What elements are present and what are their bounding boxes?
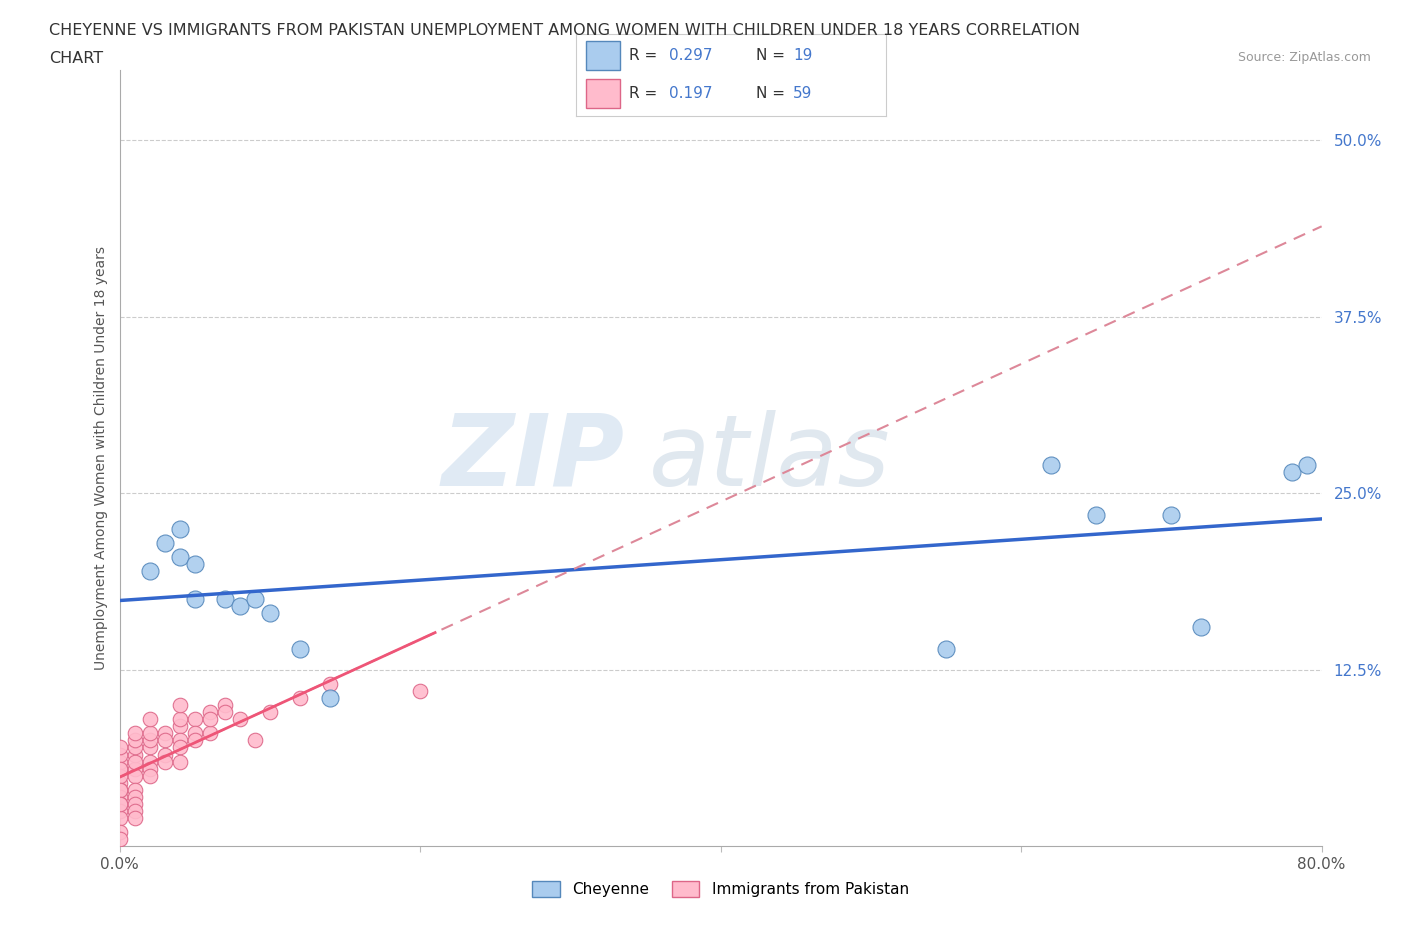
Point xyxy=(108,782,131,797)
Point xyxy=(138,768,160,783)
Point xyxy=(153,536,176,551)
Point xyxy=(138,740,160,755)
Point xyxy=(124,740,146,755)
Point xyxy=(243,733,266,748)
Point xyxy=(319,676,342,691)
Point xyxy=(108,754,131,769)
Point xyxy=(124,796,146,811)
Point xyxy=(108,761,131,776)
Point xyxy=(409,684,432,698)
Text: R =: R = xyxy=(628,86,662,100)
Point xyxy=(183,556,205,571)
Text: CHART: CHART xyxy=(49,51,103,66)
Point xyxy=(214,591,236,606)
Point xyxy=(108,804,131,818)
Point xyxy=(169,521,191,536)
Text: 0.197: 0.197 xyxy=(669,86,713,100)
Point xyxy=(228,711,252,726)
Point xyxy=(288,691,311,706)
Point xyxy=(183,711,205,726)
Point xyxy=(169,733,191,748)
Point xyxy=(138,711,160,726)
Point xyxy=(124,768,146,783)
Point xyxy=(138,754,160,769)
Point xyxy=(108,796,131,811)
Point xyxy=(183,591,205,606)
Text: ZIP: ZIP xyxy=(441,409,624,507)
Text: 59: 59 xyxy=(793,86,813,100)
Point xyxy=(108,747,131,762)
Point xyxy=(214,705,236,720)
Point xyxy=(138,726,160,741)
Point xyxy=(1040,458,1063,472)
Point xyxy=(198,726,221,741)
Point xyxy=(108,768,131,783)
Point xyxy=(124,733,146,748)
Point xyxy=(169,711,191,726)
Point xyxy=(1085,507,1108,522)
Point xyxy=(1160,507,1182,522)
Point xyxy=(124,804,146,818)
Text: R =: R = xyxy=(628,47,662,63)
Point xyxy=(124,761,146,776)
Point xyxy=(153,726,176,741)
Point xyxy=(1295,458,1317,472)
Point xyxy=(319,691,342,706)
Point xyxy=(108,831,131,846)
Point xyxy=(153,747,176,762)
Point xyxy=(1189,620,1212,635)
Point xyxy=(935,641,957,656)
Point xyxy=(288,641,311,656)
Text: 0.297: 0.297 xyxy=(669,47,713,63)
Point xyxy=(228,599,252,614)
Point xyxy=(108,761,131,776)
Point xyxy=(259,705,281,720)
Point xyxy=(124,811,146,826)
Point xyxy=(1281,465,1303,480)
Point xyxy=(108,825,131,840)
Text: 19: 19 xyxy=(793,47,813,63)
Text: N =: N = xyxy=(756,86,790,100)
Point xyxy=(108,740,131,755)
Point xyxy=(108,811,131,826)
Point xyxy=(169,719,191,734)
Point xyxy=(169,740,191,755)
Point xyxy=(138,761,160,776)
Point xyxy=(124,747,146,762)
Point xyxy=(124,726,146,741)
Text: atlas: atlas xyxy=(648,409,890,507)
Point xyxy=(169,550,191,565)
Point xyxy=(138,564,160,578)
Bar xyxy=(586,41,620,71)
Point xyxy=(108,790,131,804)
Y-axis label: Unemployment Among Women with Children Under 18 years: Unemployment Among Women with Children U… xyxy=(94,246,108,670)
Point xyxy=(138,733,160,748)
Point xyxy=(259,606,281,621)
Bar xyxy=(586,79,620,108)
Point xyxy=(198,705,221,720)
Point xyxy=(108,782,131,797)
Point xyxy=(108,796,131,811)
Point xyxy=(243,591,266,606)
Legend: Cheyenne, Immigrants from Pakistan: Cheyenne, Immigrants from Pakistan xyxy=(524,873,917,905)
Point xyxy=(169,754,191,769)
Point xyxy=(198,711,221,726)
Text: CHEYENNE VS IMMIGRANTS FROM PAKISTAN UNEMPLOYMENT AMONG WOMEN WITH CHILDREN UNDE: CHEYENNE VS IMMIGRANTS FROM PAKISTAN UNE… xyxy=(49,23,1080,38)
Point xyxy=(214,698,236,712)
Text: N =: N = xyxy=(756,47,790,63)
Point xyxy=(124,754,146,769)
Point xyxy=(124,782,146,797)
Point xyxy=(108,776,131,790)
Point xyxy=(153,733,176,748)
Text: Source: ZipAtlas.com: Source: ZipAtlas.com xyxy=(1237,51,1371,64)
Point xyxy=(183,733,205,748)
Point xyxy=(183,726,205,741)
Point xyxy=(124,790,146,804)
Point xyxy=(153,754,176,769)
Point xyxy=(169,698,191,712)
